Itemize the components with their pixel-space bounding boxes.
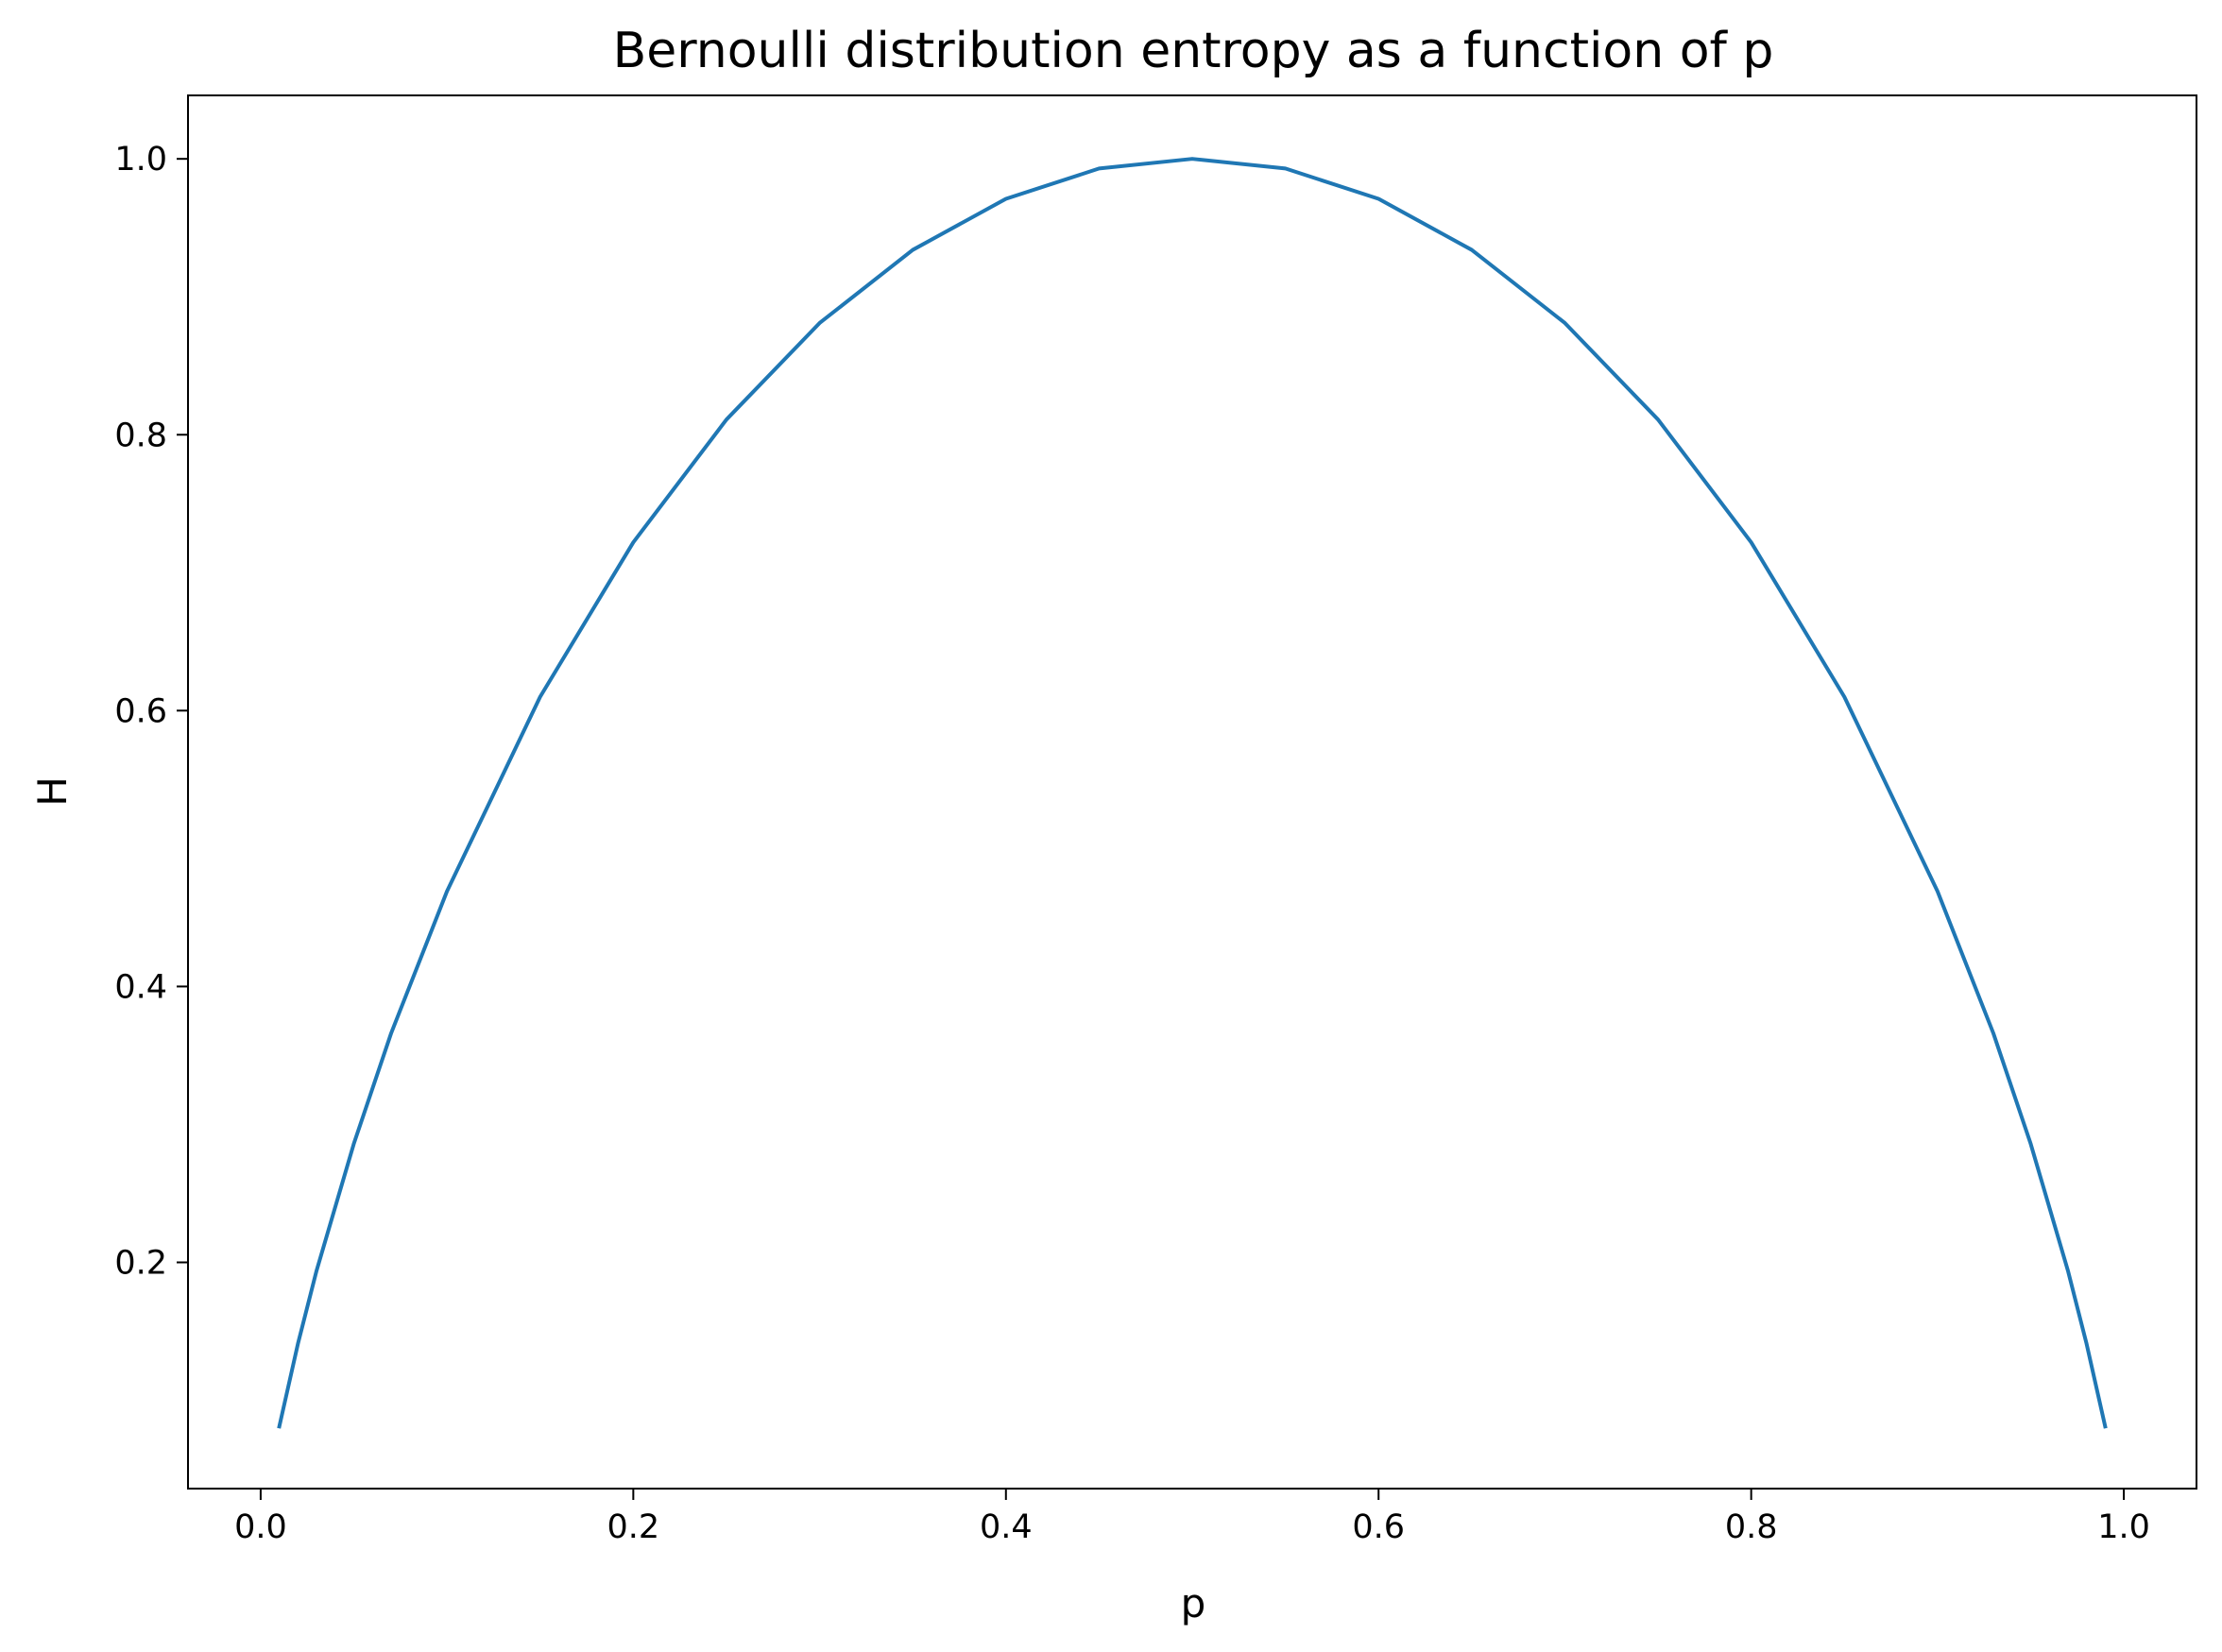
y-tick-label: 0.6: [114, 692, 167, 730]
plot-area: [187, 94, 2197, 1490]
chart-title: Bernoulli distribution entropy as a func…: [613, 23, 1774, 79]
series-line-0: [277, 157, 2108, 1429]
x-tick-label: 0.0: [234, 1508, 287, 1546]
y-tick-label: 0.2: [114, 1244, 167, 1282]
y-axis-label: H: [29, 776, 76, 807]
y-tick-label: 0.4: [114, 968, 167, 1006]
y-axis: 0.2 0.4 0.6 0.8 1.0: [114, 141, 188, 1282]
x-tick-label: 0.4: [980, 1508, 1033, 1546]
plot-frame: [187, 94, 2197, 1490]
x-axis: 0.0 0.2 0.4 0.6 0.8 1.0: [234, 1489, 2150, 1546]
y-tick-label: 1.0: [114, 141, 167, 179]
y-tick-label: 0.8: [114, 417, 167, 454]
x-tick-label: 1.0: [2097, 1508, 2150, 1546]
x-tick-label: 0.2: [607, 1508, 660, 1546]
x-axis-label: p: [1181, 1580, 1206, 1626]
x-tick-label: 0.8: [1725, 1508, 1778, 1546]
x-tick-label: 0.6: [1352, 1508, 1405, 1546]
